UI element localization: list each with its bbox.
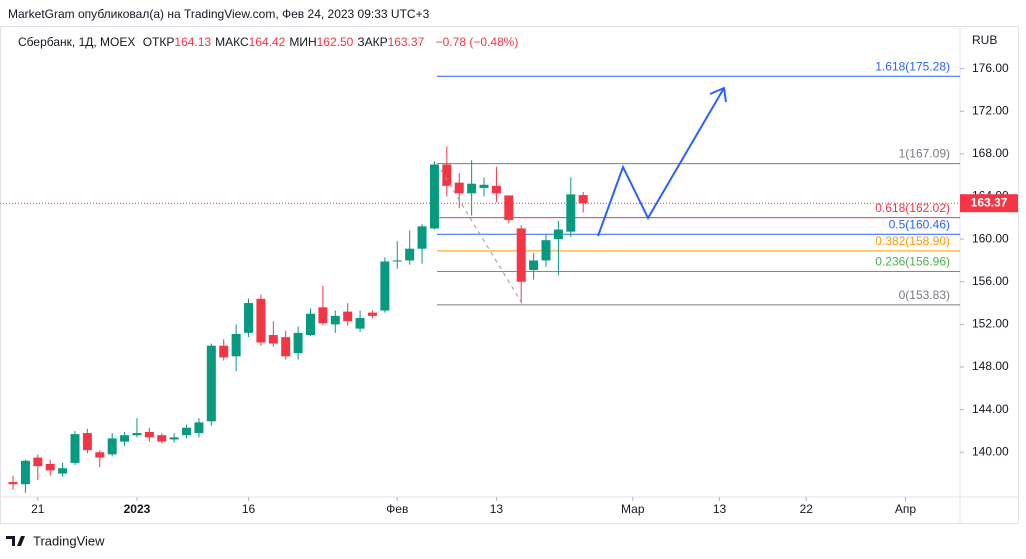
ohlc-label: ОТКР: [142, 35, 175, 49]
candle-body: [566, 194, 576, 232]
fib-label: 0.236(156.96): [875, 255, 950, 269]
ohlc-label: ЗАКР: [357, 35, 388, 49]
candle-body: [529, 260, 539, 271]
candle-body: [33, 457, 43, 467]
candle-body: [8, 482, 18, 485]
candle-body: [392, 260, 402, 262]
candle-body: [231, 333, 241, 357]
fib-label: 0(153.83): [899, 288, 950, 302]
publisher: MarketGram опубликовал(а) на TradingView…: [8, 7, 430, 21]
logo: [6, 536, 25, 546]
candle-body: [343, 311, 353, 322]
candle-body: [70, 434, 80, 463]
ohlc-label: МИН: [289, 35, 317, 49]
last-price-label: 163.37: [971, 195, 1008, 209]
symbol: Сбербанк, 1Д, MOEX: [18, 35, 136, 49]
x-tick-label: 2023: [124, 502, 151, 516]
candle-body: [553, 229, 563, 240]
candle-body: [293, 332, 303, 354]
candle-body: [578, 195, 588, 204]
ohlc-label: МАКС: [215, 35, 249, 49]
plot: 140.00144.00148.00152.00156.00160.00164.…: [0, 59, 1018, 516]
ohlc-value: 164.42: [248, 35, 286, 49]
candle-body: [256, 298, 266, 343]
candle-body: [367, 312, 377, 316]
candle-body: [144, 431, 154, 438]
y-tick-label: 160.00: [972, 231, 1009, 245]
candle-body: [219, 345, 229, 358]
x-tick-label: 21: [31, 502, 45, 516]
x-tick-label: 16: [242, 502, 256, 516]
legend-row: Сбербанк, 1Д, MOEX ОТКР164.13 МАКС164.42 М…: [18, 35, 522, 49]
y-tick-label: 176.00: [972, 61, 1009, 75]
candle-body: [429, 164, 439, 229]
fib-label: 1.618(175.28): [875, 59, 950, 73]
logo-box: [4, 533, 28, 547]
candle-body: [58, 468, 68, 474]
x-tick-label: 13: [490, 502, 504, 516]
candle-body: [479, 184, 489, 188]
x-tick-label: Апр: [895, 502, 917, 516]
x-tick-label: Мар: [621, 502, 645, 516]
candle-body: [491, 185, 501, 194]
ohlc-value: 162.50: [316, 35, 354, 49]
candle-body: [541, 240, 551, 261]
last-price-tag: [960, 194, 1018, 213]
candle-body: [268, 335, 278, 344]
candle-body: [504, 195, 514, 220]
frame: [0, 26, 1019, 524]
candle-body: [405, 248, 415, 261]
ohlc-value: 164.13: [174, 35, 212, 49]
ohlc: ОТКР164.13 МАКС164.42 МИН162.50 ЗАКР163.37: [143, 35, 429, 49]
x-tick-label: 13: [713, 502, 727, 516]
candle-body: [157, 435, 167, 442]
y-tick-label: 140.00: [972, 444, 1009, 458]
projection-arrow: [709, 86, 727, 103]
fib-label: 0.618(162.02): [875, 201, 950, 215]
candle-body: [206, 345, 216, 422]
candle-body: [82, 433, 92, 451]
candle-body: [169, 437, 179, 440]
candle-body: [107, 438, 117, 455]
candle-body: [305, 313, 315, 336]
brand: TradingView: [33, 533, 105, 548]
change: −0.78 (−0.48%): [435, 35, 519, 49]
candle-body: [120, 435, 130, 442]
candle-body: [318, 307, 328, 324]
y-tick-label: 168.00: [972, 146, 1009, 160]
candle-body: [467, 183, 477, 194]
y-tick-label: 152.00: [972, 317, 1009, 331]
currency: RUB: [972, 33, 997, 47]
fib-label: 1(167.09): [899, 147, 950, 161]
projection-path: [597, 87, 725, 237]
ohlc-value: 163.37: [387, 35, 425, 49]
candle-body: [194, 422, 204, 434]
y-tick-label: 172.00: [972, 103, 1009, 117]
y-tick-label: 156.00: [972, 274, 1009, 288]
candle-body: [417, 226, 427, 249]
candle-body: [132, 433, 142, 436]
candle-body: [20, 460, 30, 485]
x-tick-label: 22: [800, 502, 814, 516]
fib-label: 0.382(158.90): [875, 234, 950, 248]
fib-trend: [440, 169, 524, 306]
candle-body: [454, 182, 464, 194]
candle-body: [244, 303, 254, 333]
x-tick-label: Фев: [386, 502, 408, 516]
y-tick-label: 144.00: [972, 402, 1009, 416]
candle-body: [355, 317, 365, 329]
candle-body: [95, 452, 105, 458]
candle-body: [516, 228, 526, 282]
y-tick-label: 148.00: [972, 359, 1009, 373]
candle-body: [442, 164, 452, 186]
candle-body: [281, 337, 291, 357]
candle-body: [45, 463, 55, 471]
candle-body: [380, 261, 390, 311]
candle-body: [330, 315, 340, 325]
candle-body: [182, 427, 192, 436]
fib-label: 0.5(160.46): [889, 217, 950, 231]
